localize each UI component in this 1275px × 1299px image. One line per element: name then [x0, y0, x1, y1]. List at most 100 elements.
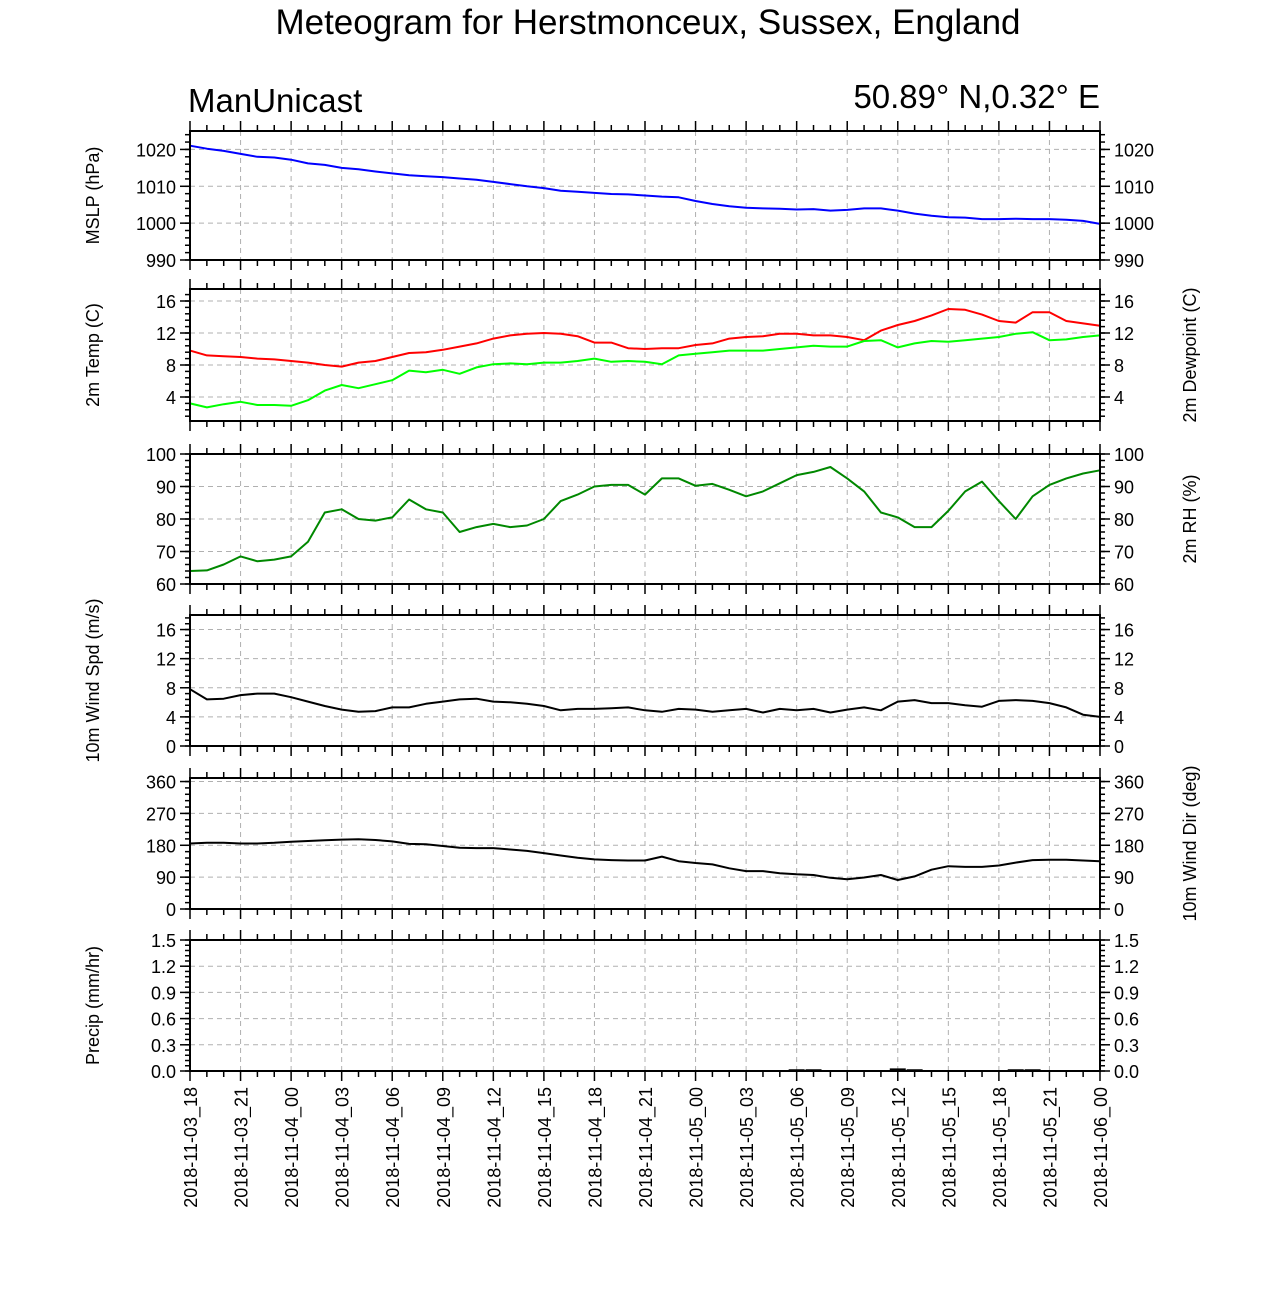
y-tick-label-left: 12 [156, 324, 176, 344]
y-tick-label-right: 70 [1114, 543, 1134, 563]
chart-title: Meteogram for Herstmonceux, Sussex, Engl… [275, 3, 1020, 42]
panel-wdir: 0 0 90 90 180 180 270 270 360 360 10m Wind Dir (de… [146, 765, 1200, 921]
y-tick-label-right: 0 [1114, 900, 1124, 920]
x-tick-label: 2018-11-05_09 [838, 1087, 859, 1208]
x-tick-label: 2018-11-04_09 [434, 1087, 455, 1208]
y-axis-label-left: Precip (mm/hr) [83, 946, 103, 1065]
y-tick-label-right: 90 [1114, 478, 1134, 498]
y-axis-label-right: 10m Wind Dir (deg) [1180, 765, 1200, 921]
panel-frame [189, 453, 1101, 585]
y-tick-label-right: 12 [1114, 324, 1134, 344]
y-tick-label-right: 16 [1114, 292, 1134, 312]
x-tick-label: 2018-11-04_18 [585, 1087, 606, 1208]
y-tick-label-right: 1020 [1114, 140, 1154, 160]
panel-wspd: 0 0 4 4 8 8 12 12 16 16 10m Wind Spd (m/s) [83, 598, 1134, 762]
x-tick-label: 2018-11-05_12 [889, 1087, 910, 1208]
panel-rh: 60 60 70 70 80 80 90 90 100 100 2m RH (%) [146, 444, 1200, 595]
x-tick-label: 2018-11-03_18 [181, 1087, 202, 1208]
series-line [189, 466, 1101, 572]
x-tick-label: 2018-11-03_21 [232, 1087, 253, 1208]
panel-frame [189, 614, 1101, 747]
y-tick-label-right: 990 [1114, 251, 1144, 271]
y-tick-label-left: 16 [156, 621, 176, 641]
y-tick-label-left: 180 [146, 836, 176, 856]
y-tick-label-right: 270 [1114, 804, 1144, 824]
y-tick-label-right: 1000 [1114, 214, 1154, 234]
y-tick-label-right: 1010 [1114, 177, 1154, 197]
y-tick-label-left: 0.3 [151, 1036, 176, 1056]
y-tick-label-right: 60 [1114, 575, 1134, 595]
y-tick-label-left: 0 [166, 737, 176, 757]
series-line [189, 308, 1101, 368]
y-tick-label-left: 0.9 [151, 983, 176, 1003]
x-tick-label: 2018-11-05_00 [687, 1087, 708, 1208]
y-tick-label-left: 90 [156, 478, 176, 498]
series-line [189, 688, 1101, 718]
y-tick-label-left: 12 [156, 650, 176, 670]
x-tick-label: 2018-11-06_00 [1091, 1087, 1112, 1208]
y-tick-label-left: 360 [146, 773, 176, 793]
x-tick-label: 2018-11-04_03 [333, 1087, 354, 1208]
y-tick-label-right: 0.6 [1114, 1010, 1139, 1030]
y-tick-label-right: 4 [1114, 388, 1124, 408]
y-tick-label-left: 60 [156, 575, 176, 595]
x-tick-label: 2018-11-05_18 [990, 1087, 1011, 1208]
x-tick-label: 2018-11-04_06 [383, 1087, 404, 1208]
y-tick-label-left: 1.2 [151, 957, 176, 977]
y-axis-label-right: 2m RH (%) [1180, 475, 1200, 564]
y-tick-label-left: 4 [166, 708, 176, 728]
y-tick-label-left: 80 [156, 510, 176, 530]
x-tick-label: 2018-11-05_06 [788, 1087, 809, 1208]
x-tick-label: 2018-11-04_21 [636, 1087, 657, 1208]
precip-bar [889, 1068, 906, 1071]
y-tick-label-right: 100 [1114, 445, 1144, 465]
y-tick-label-left: 4 [166, 388, 176, 408]
y-tick-label-left: 1.5 [151, 931, 176, 951]
y-tick-label-right: 360 [1114, 773, 1144, 793]
y-axis-label-left: 2m Temp (C) [83, 303, 103, 407]
y-tick-label-left: 100 [146, 445, 176, 465]
y-tick-label-right: 8 [1114, 679, 1124, 699]
y-tick-label-left: 8 [166, 679, 176, 699]
series-line [189, 331, 1101, 409]
panel-temp: 4 4 8 8 12 12 16 16 2m Temp (C) 2m Dewpoint (C) [83, 279, 1200, 431]
series-line [189, 838, 1101, 881]
y-tick-label-left: 1020 [136, 140, 176, 160]
x-tick-label: 2018-11-05_03 [737, 1087, 758, 1208]
y-tick-label-left: 1000 [136, 214, 176, 234]
x-tick-label: 2018-11-05_15 [939, 1087, 960, 1208]
y-tick-label-right: 0.9 [1114, 983, 1139, 1003]
y-tick-label-right: 80 [1114, 510, 1134, 530]
y-tick-label-right: 4 [1114, 708, 1124, 728]
y-axis-label-left: 10m Wind Spd (m/s) [83, 598, 103, 762]
panel-frame [189, 777, 1101, 910]
y-tick-label-right: 1.5 [1114, 931, 1139, 951]
y-tick-label-right: 8 [1114, 356, 1124, 376]
y-tick-label-left: 70 [156, 543, 176, 563]
y-tick-label-right: 0.0 [1114, 1062, 1139, 1082]
y-tick-label-left: 8 [166, 356, 176, 376]
y-tick-label-left: 1010 [136, 177, 176, 197]
y-tick-label-left: 0.0 [151, 1062, 176, 1082]
x-tick-label: 2018-11-05_21 [1040, 1087, 1061, 1208]
y-tick-label-right: 0 [1114, 737, 1124, 757]
panel-frame [189, 130, 1101, 261]
y-tick-label-right: 90 [1114, 868, 1134, 888]
y-tick-label-left: 270 [146, 804, 176, 824]
y-tick-label-right: 16 [1114, 621, 1134, 641]
x-tick-label: 2018-11-04_15 [535, 1087, 556, 1208]
y-tick-label-right: 0.3 [1114, 1036, 1139, 1056]
panel-precip: 0.0 0.0 0.3 0.3 0.6 0.6 0.9 0.9 1.2 1.2 1.5 1.5 Prec… [83, 930, 1139, 1082]
x-tick-label: 2018-11-04_12 [484, 1087, 505, 1208]
y-axis-label-right: 2m Dewpoint (C) [1180, 287, 1200, 422]
panel-frame [189, 939, 1101, 1072]
y-axis-label-left: MSLP (hPa) [83, 147, 103, 245]
panel-frame [189, 288, 1101, 422]
y-tick-label-left: 0.6 [151, 1010, 176, 1030]
panel-mslp: 990 990 1000 1000 1010 1010 1020 1020 MSLP (hPa) [83, 121, 1154, 271]
series-line [189, 144, 1101, 225]
y-tick-label-right: 180 [1114, 836, 1144, 856]
x-tick-label: 2018-11-04_00 [282, 1087, 303, 1208]
